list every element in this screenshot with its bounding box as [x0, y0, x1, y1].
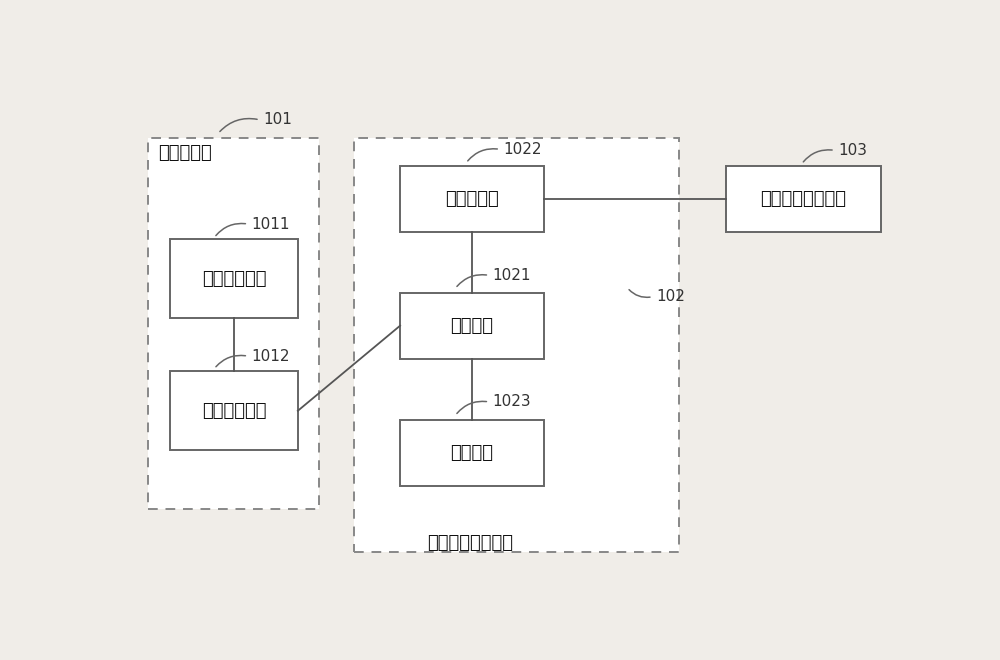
Text: 中控设备: 中控设备 — [450, 317, 493, 335]
Text: 第一计算模块: 第一计算模块 — [202, 270, 266, 288]
Text: 103: 103 — [838, 143, 867, 158]
Text: 第一处理模块: 第一处理模块 — [202, 402, 266, 420]
Bar — [400, 166, 544, 232]
Text: 电子围栏地面装置: 电子围栏地面装置 — [427, 534, 513, 552]
Text: 1023: 1023 — [492, 395, 531, 409]
Text: 1021: 1021 — [492, 268, 531, 283]
Bar — [726, 166, 881, 232]
Text: 无线探测器: 无线探测器 — [445, 189, 499, 208]
Text: 1011: 1011 — [251, 216, 290, 232]
Bar — [354, 138, 679, 552]
Text: 供电装置: 供电装置 — [450, 444, 493, 462]
Bar — [170, 372, 298, 450]
Bar — [170, 240, 298, 318]
Bar — [400, 292, 544, 359]
Bar — [400, 420, 544, 486]
Text: 1022: 1022 — [503, 142, 542, 157]
Text: 1012: 1012 — [251, 348, 290, 364]
Text: 101: 101 — [263, 112, 292, 127]
Bar — [148, 138, 319, 509]
Text: 102: 102 — [656, 289, 685, 304]
Text: 电子围栏专用车锁: 电子围栏专用车锁 — [760, 189, 846, 208]
Text: 后台服务器: 后台服务器 — [158, 144, 212, 162]
